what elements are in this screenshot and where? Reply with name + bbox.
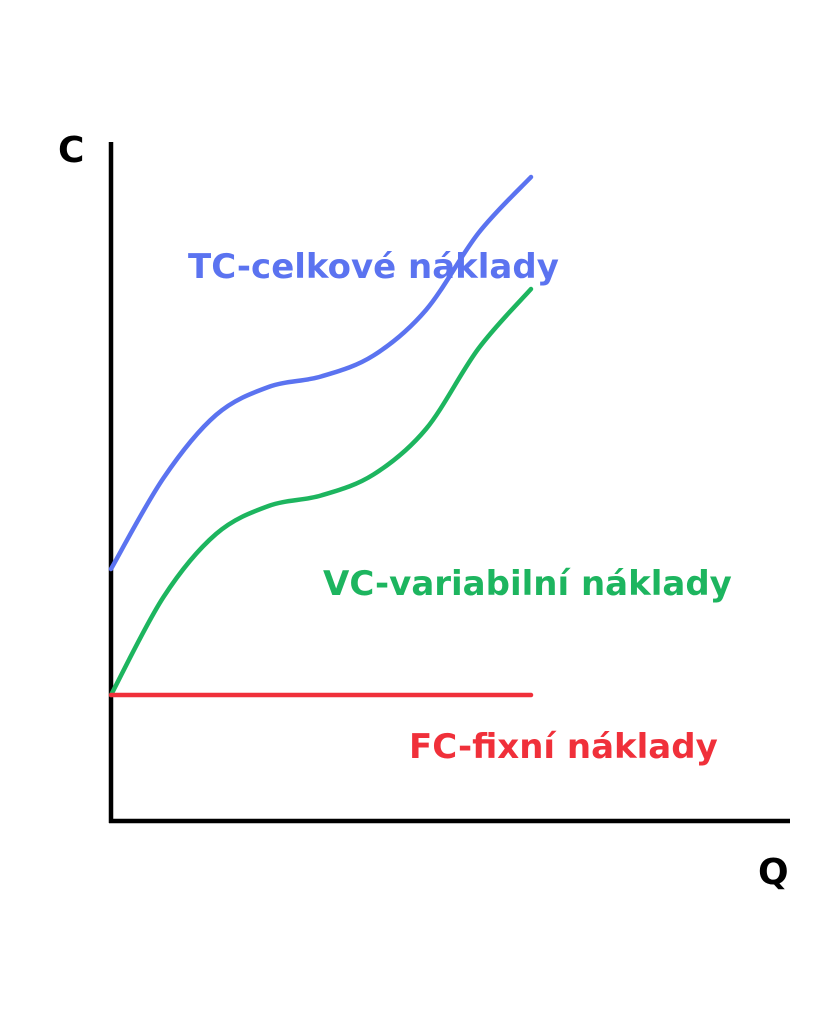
series-layer [108,174,534,698]
x-axis-label: Q [758,852,789,893]
tc-total-cost-label: TC-celkové náklady [188,247,559,287]
vc-variable-cost-label: VC-variabilní náklady [323,564,732,604]
fc-fixed-cost-label: FC-fixní náklady [409,727,718,767]
vc-variable-cost-curve [108,286,534,698]
series-labels: TC-celkové náklady VC-variabilní náklady F… [188,247,732,767]
tc-total-cost-curve [108,174,534,572]
y-axis-label: C [58,130,84,171]
axes: C Q [58,130,790,893]
